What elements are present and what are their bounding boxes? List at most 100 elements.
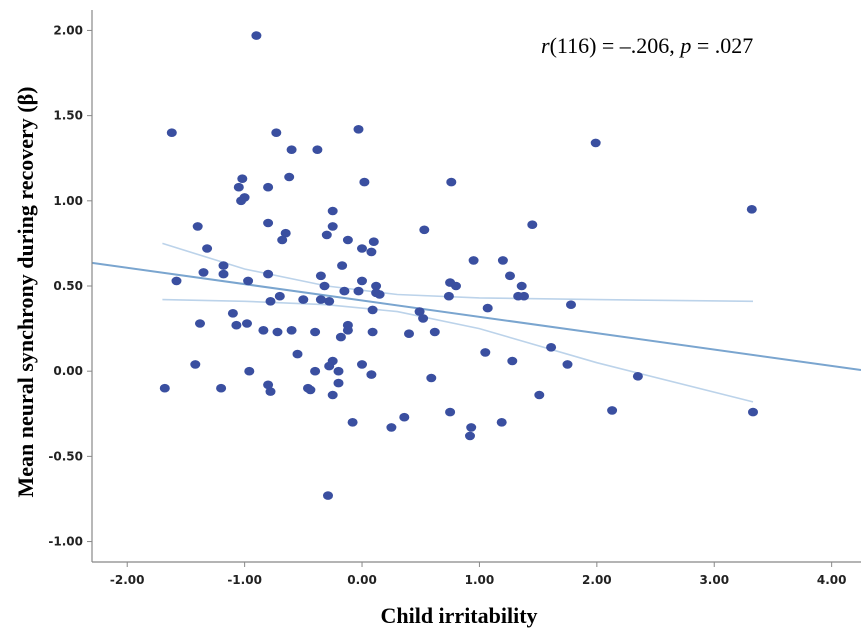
data-point xyxy=(312,145,323,154)
data-point xyxy=(280,228,291,238)
y-tick-label: 0.50 xyxy=(53,279,83,293)
data-point xyxy=(265,387,276,396)
y-axis-title: Mean neural synchrony during recovery (β… xyxy=(13,86,38,497)
data-point xyxy=(465,431,475,441)
data-point xyxy=(195,319,205,328)
confidence-band xyxy=(162,242,754,403)
y-tick-label: -0.50 xyxy=(48,449,83,463)
data-point xyxy=(258,326,269,335)
data-point xyxy=(519,291,529,301)
data-point xyxy=(315,295,326,304)
data-point xyxy=(429,327,440,337)
y-tick-label: 2.00 xyxy=(53,23,83,37)
data-point xyxy=(171,276,182,286)
fit-line xyxy=(91,261,861,371)
data-point xyxy=(263,182,274,192)
data-point xyxy=(198,268,209,277)
data-point xyxy=(271,128,282,137)
data-point xyxy=(562,360,573,369)
data-point xyxy=(227,309,238,318)
data-point xyxy=(359,177,370,187)
data-point xyxy=(272,327,283,337)
data-point xyxy=(310,327,321,337)
data-point xyxy=(482,303,493,313)
data-point xyxy=(192,222,203,231)
r-symbol: r xyxy=(541,33,550,58)
data-point xyxy=(231,320,242,330)
correlation-annotation: r(116) = –.206, p = .027 xyxy=(541,33,753,58)
data-point xyxy=(507,356,518,366)
data-point xyxy=(327,390,338,400)
data-point xyxy=(534,390,545,400)
data-point xyxy=(265,297,276,306)
data-point xyxy=(310,366,321,376)
data-point xyxy=(327,206,338,216)
x-axis-title: Child irritability xyxy=(380,603,537,628)
data-point xyxy=(590,138,601,148)
data-point xyxy=(386,423,397,432)
data-point xyxy=(418,314,429,323)
data-point xyxy=(319,281,330,291)
data-point xyxy=(315,271,326,281)
data-point xyxy=(342,235,353,245)
data-point xyxy=(263,269,274,279)
data-point xyxy=(159,383,170,393)
data-point xyxy=(527,220,538,229)
data-point xyxy=(327,222,338,231)
data-point xyxy=(166,128,177,137)
y-ticks: -1.00 -0.50 0.00 0.50 1.00 1.50 2.00 xyxy=(48,23,92,549)
data-point xyxy=(284,172,295,182)
data-point xyxy=(446,177,457,187)
data-point xyxy=(337,261,348,270)
x-tick-label: 2.00 xyxy=(582,573,612,587)
y-tick-label: 1.00 xyxy=(53,194,83,208)
data-point xyxy=(746,205,757,214)
data-point xyxy=(218,269,229,279)
data-point xyxy=(274,291,285,301)
data-point xyxy=(399,412,410,422)
data-point xyxy=(263,218,274,228)
data-point xyxy=(342,326,353,335)
data-point xyxy=(244,366,255,376)
p-value: = .027 xyxy=(691,33,753,58)
data-point xyxy=(371,281,382,291)
data-point xyxy=(202,244,213,253)
data-point xyxy=(443,291,454,301)
data-point xyxy=(451,281,461,291)
data-point xyxy=(546,343,557,352)
data-point xyxy=(298,295,309,304)
data-point xyxy=(242,319,252,328)
data-point xyxy=(466,423,477,432)
data-point xyxy=(632,372,643,381)
data-point xyxy=(468,256,479,265)
data-point xyxy=(607,406,618,415)
data-point xyxy=(357,276,367,286)
data-point xyxy=(353,286,364,296)
data-point xyxy=(426,373,437,383)
data-point xyxy=(243,276,254,286)
data-point xyxy=(419,225,430,235)
data-point xyxy=(335,332,346,342)
data-point xyxy=(748,407,758,417)
data-point xyxy=(404,329,414,339)
data-point xyxy=(216,383,227,393)
data-point xyxy=(366,370,377,379)
data-point xyxy=(233,182,244,192)
x-tick-label: -1.00 xyxy=(227,573,262,587)
data-point xyxy=(324,361,335,371)
y-tick-label: 1.50 xyxy=(53,109,83,123)
data-point xyxy=(368,237,379,246)
data-point xyxy=(480,348,491,357)
data-point xyxy=(292,349,303,359)
data-point xyxy=(321,230,332,240)
data-point xyxy=(237,174,248,183)
data-point xyxy=(339,286,350,296)
data-points xyxy=(159,31,758,500)
data-point xyxy=(445,407,456,417)
ci-upper-line xyxy=(162,242,754,303)
data-point xyxy=(251,31,262,40)
data-point xyxy=(286,145,297,154)
data-point xyxy=(566,300,576,310)
data-point xyxy=(277,235,288,245)
